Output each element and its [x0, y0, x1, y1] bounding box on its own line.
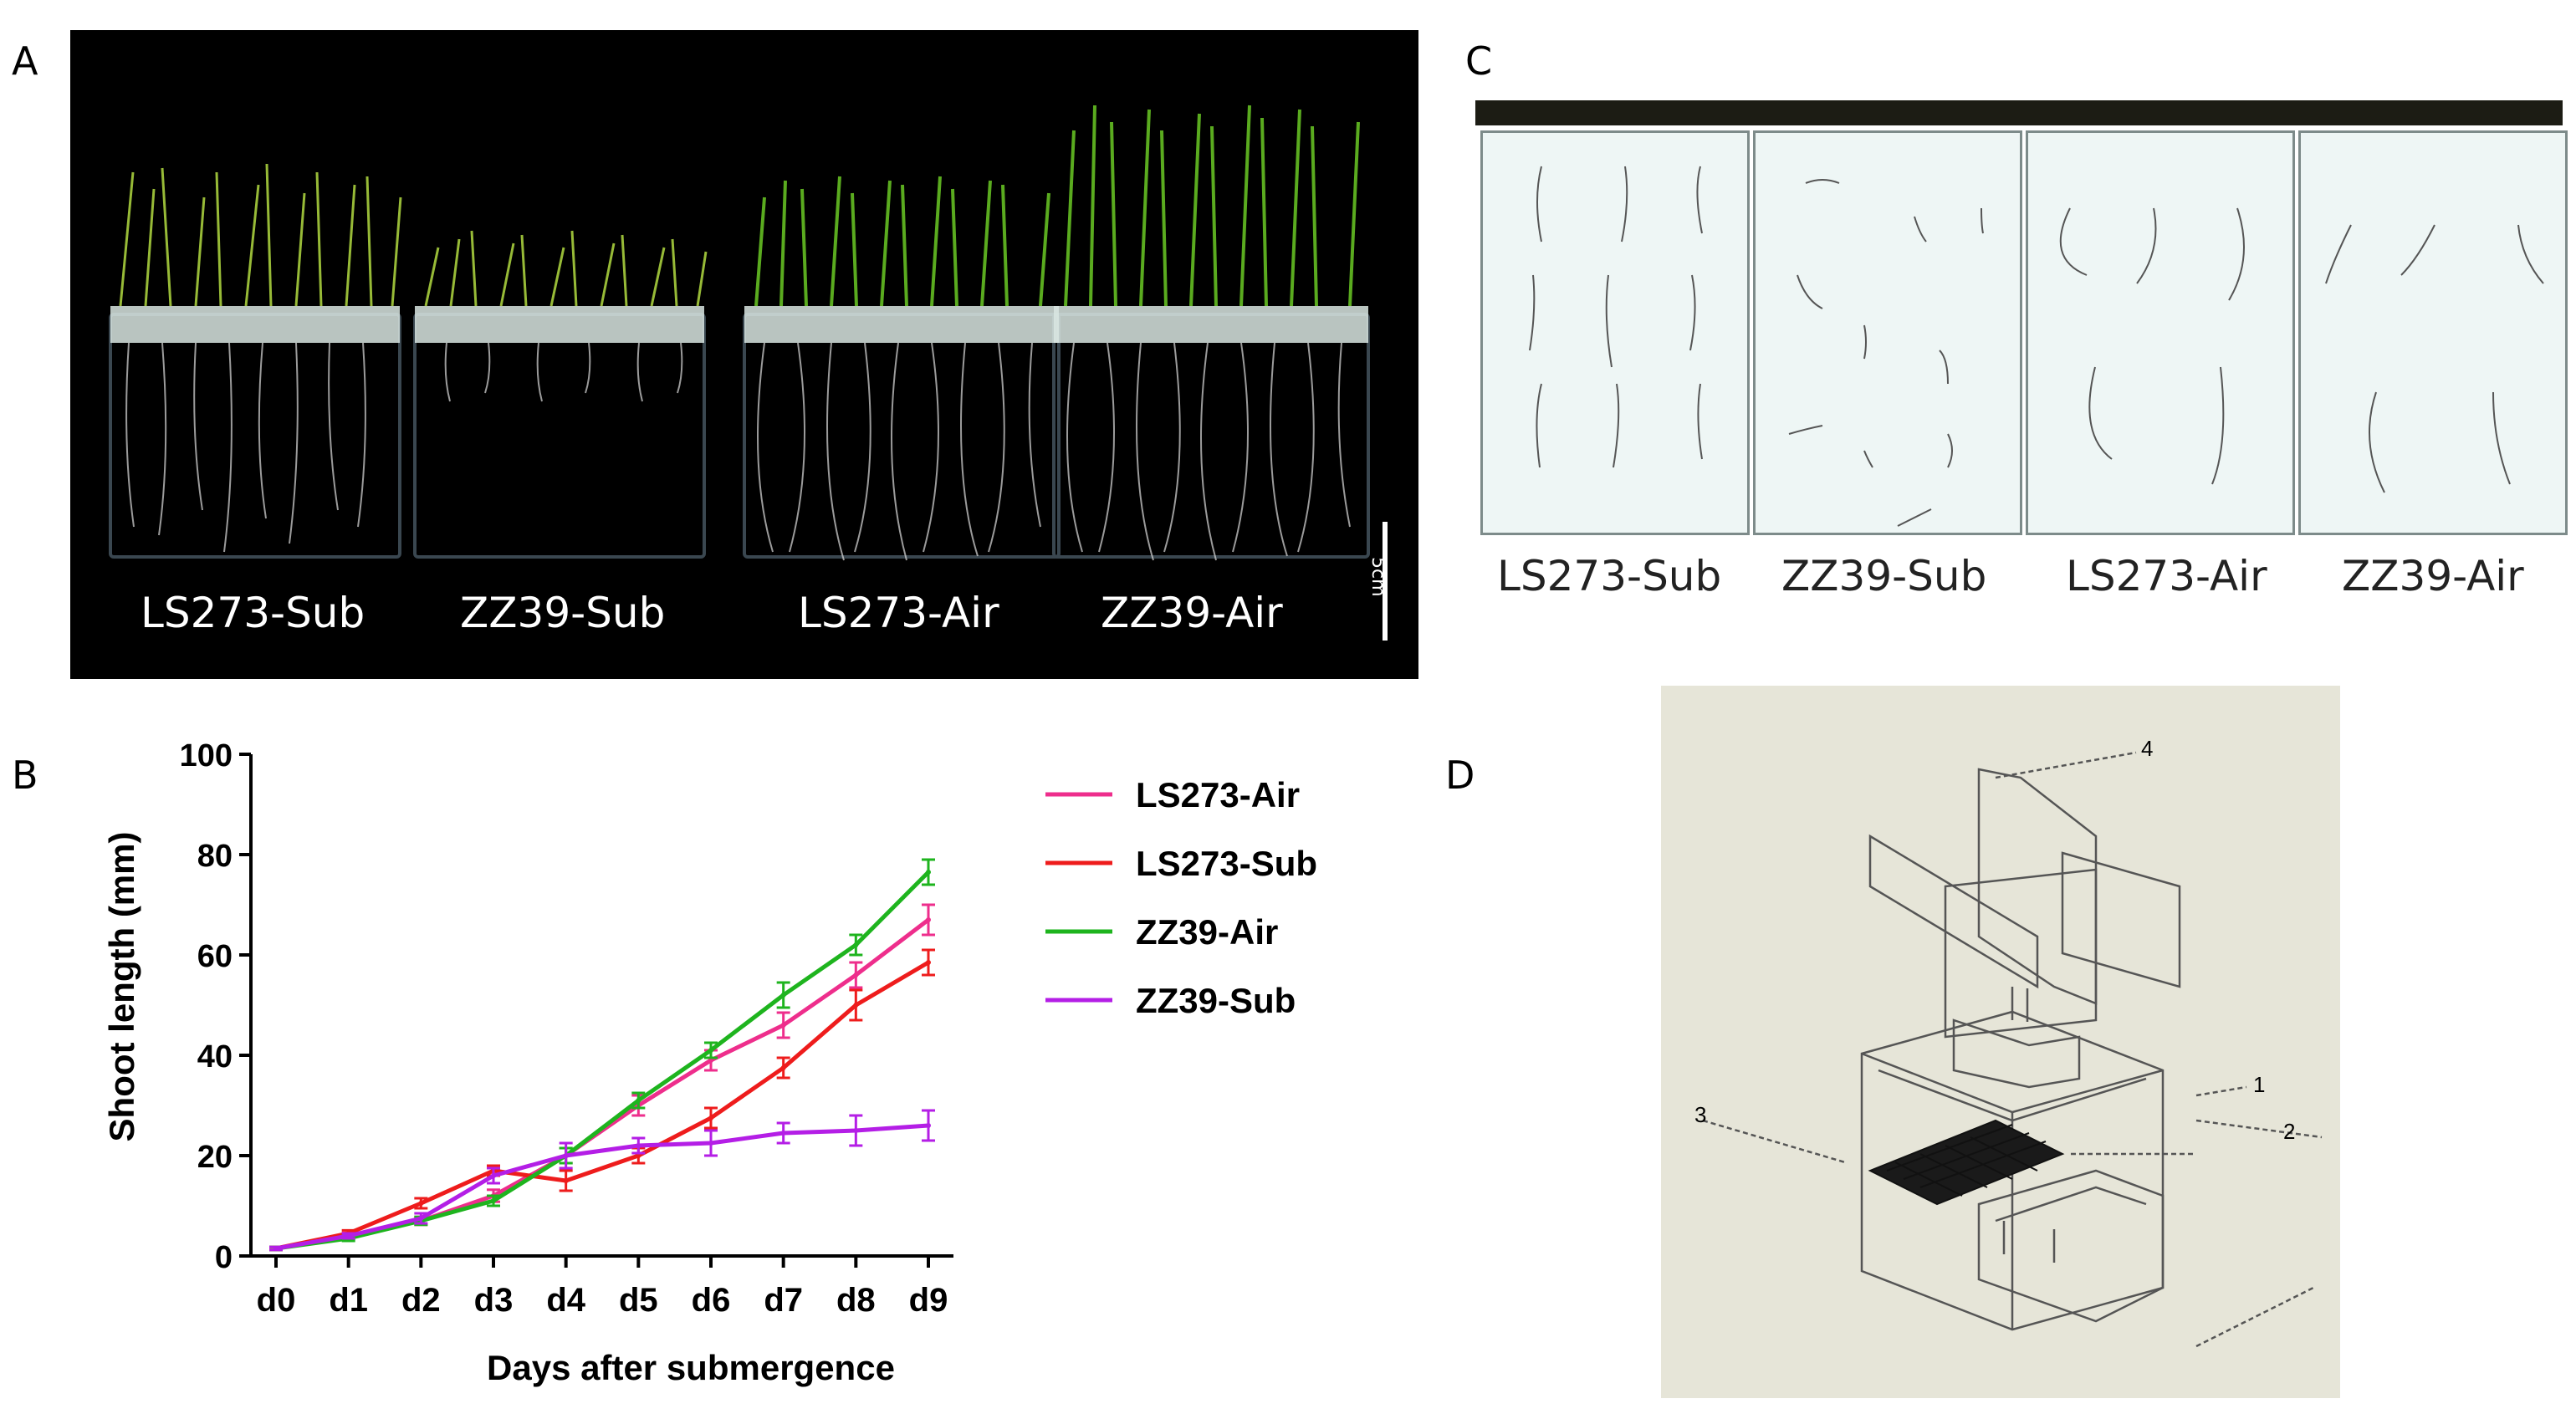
y-tick-label: 60 [197, 939, 233, 974]
container-ls273-sub [109, 313, 401, 559]
panel-label-a: A [12, 38, 38, 84]
callout-1: 1 [2253, 1072, 2265, 1097]
data-point [853, 942, 859, 947]
y-tick-label: 20 [197, 1140, 233, 1175]
x-tick-label: d6 [692, 1282, 731, 1319]
seed-tray-grid [1868, 1119, 2065, 1206]
data-point [780, 1131, 786, 1136]
data-point [273, 1246, 279, 1251]
legend-label: ZZ39-Sub [1136, 981, 1296, 1020]
x-tick-label: d3 [474, 1282, 514, 1319]
series-ZZ39-Sub [269, 1109, 935, 1252]
photo-a-label-ls273-air: LS273-Air [798, 589, 999, 637]
photo-c-label-ls273-sub: LS273-Sub [1497, 552, 1722, 600]
data-point [926, 917, 931, 922]
photo-a-label-zz39-sub: ZZ39-Sub [460, 589, 666, 637]
data-point [780, 1023, 786, 1028]
photo-a-label-ls273-sub: LS273-Sub [141, 589, 365, 637]
panel-label-b: B [12, 753, 38, 798]
container-ls273-air [743, 313, 1061, 559]
series-LS273-Sub [269, 948, 935, 1252]
data-point [418, 1216, 424, 1221]
data-point [780, 993, 786, 998]
x-tick-label: d9 [909, 1282, 948, 1319]
panel-label-c: C [1465, 38, 1493, 84]
plate-ls273-air [2026, 130, 2295, 535]
photo-a-label-zz39-air: ZZ39-Air [1101, 589, 1283, 637]
photo-c-label-ls273-air: LS273-Air [2066, 552, 2267, 600]
data-point [345, 1233, 351, 1238]
roots-zz39-air [2325, 224, 2544, 493]
apparatus-diagram: 1 2 3 4 [1661, 686, 2340, 1398]
data-point [708, 1048, 713, 1053]
legend-label: LS273-Air [1136, 775, 1300, 814]
series-line [275, 960, 930, 1251]
x-tick-label: d4 [546, 1282, 585, 1319]
data-point [926, 960, 931, 965]
data-point [491, 1198, 496, 1203]
data-point [926, 1123, 931, 1128]
apparatus-drawing: 1 2 3 4 [1694, 736, 2323, 1348]
chart-legend: LS273-Air LS273-Sub ZZ39-Air ZZ39-Sub [1045, 775, 1317, 1020]
roots-ls273-air [2059, 207, 2245, 485]
chart-axes: 0 20 40 60 80 100 d0 d1 d2 d3 d4 d5 d6 d7 d8 d9 [180, 738, 953, 1319]
scan-top-strip [1475, 100, 2563, 125]
photo-c-label-zz39-air: ZZ39-Air [2342, 552, 2524, 600]
plate-zz39-sub [1753, 130, 2022, 535]
series-line [275, 870, 930, 1251]
series-line [275, 1123, 929, 1251]
data-point [926, 870, 931, 875]
series-ZZ39-Air [269, 858, 935, 1252]
photo-c-label-zz39-sub: ZZ39-Sub [1781, 552, 1987, 600]
container-zz39-air [1052, 313, 1370, 559]
x-tick-label: d1 [329, 1282, 368, 1319]
data-point [853, 1003, 859, 1008]
data-point [853, 1128, 859, 1133]
x-tick-label: d0 [257, 1282, 296, 1319]
x-tick-label: d8 [836, 1282, 876, 1319]
data-point [636, 1098, 641, 1103]
data-point [563, 1153, 569, 1158]
scale-bar-label: 5cm [1367, 557, 1388, 597]
chart-series [269, 858, 935, 1252]
y-tick-label: 80 [197, 839, 233, 874]
callout-4: 4 [2141, 736, 2153, 761]
panel-label-d: D [1445, 753, 1475, 798]
container-zz39-sub [413, 313, 706, 559]
y-axis-label: Shoot length (mm) [102, 832, 141, 1142]
legend-label: ZZ39-Air [1136, 912, 1278, 952]
data-point [563, 1178, 569, 1183]
x-axis-label: Days after submergence [487, 1348, 895, 1387]
roots-zz39-sub [1788, 179, 1984, 527]
data-point [780, 1065, 786, 1070]
data-point [491, 1173, 496, 1178]
series-line [275, 918, 930, 1251]
x-tick-label: d7 [764, 1282, 803, 1319]
legend-label: LS273-Sub [1136, 844, 1317, 883]
data-point [853, 972, 859, 978]
data-point [636, 1143, 641, 1148]
y-tick-label: 100 [180, 738, 233, 773]
data-point [418, 1201, 424, 1206]
data-point [708, 1115, 713, 1120]
shoot-length-chart: 0 20 40 60 80 100 d0 d1 d2 d3 d4 d5 d6 d7 d8 d9 Shoot l… [102, 738, 1317, 1387]
y-tick-label: 40 [197, 1039, 233, 1075]
roots-ls273-sub [1529, 166, 1703, 468]
root-scan-photo [1475, 100, 2568, 535]
x-tick-label: d5 [619, 1282, 658, 1319]
plate-ls273-sub [1480, 130, 1750, 535]
callout-2: 2 [2283, 1119, 2295, 1144]
data-point [708, 1141, 713, 1146]
seedling-photo: LS273-Sub ZZ39-Sub LS273-Air ZZ39-Air 5c… [70, 30, 1418, 679]
plate-zz39-air [2298, 130, 2568, 535]
x-tick-label: d2 [401, 1282, 441, 1319]
seedling-illustration [109, 105, 1388, 641]
callout-3: 3 [1694, 1102, 1706, 1127]
y-tick-label: 0 [215, 1240, 233, 1275]
